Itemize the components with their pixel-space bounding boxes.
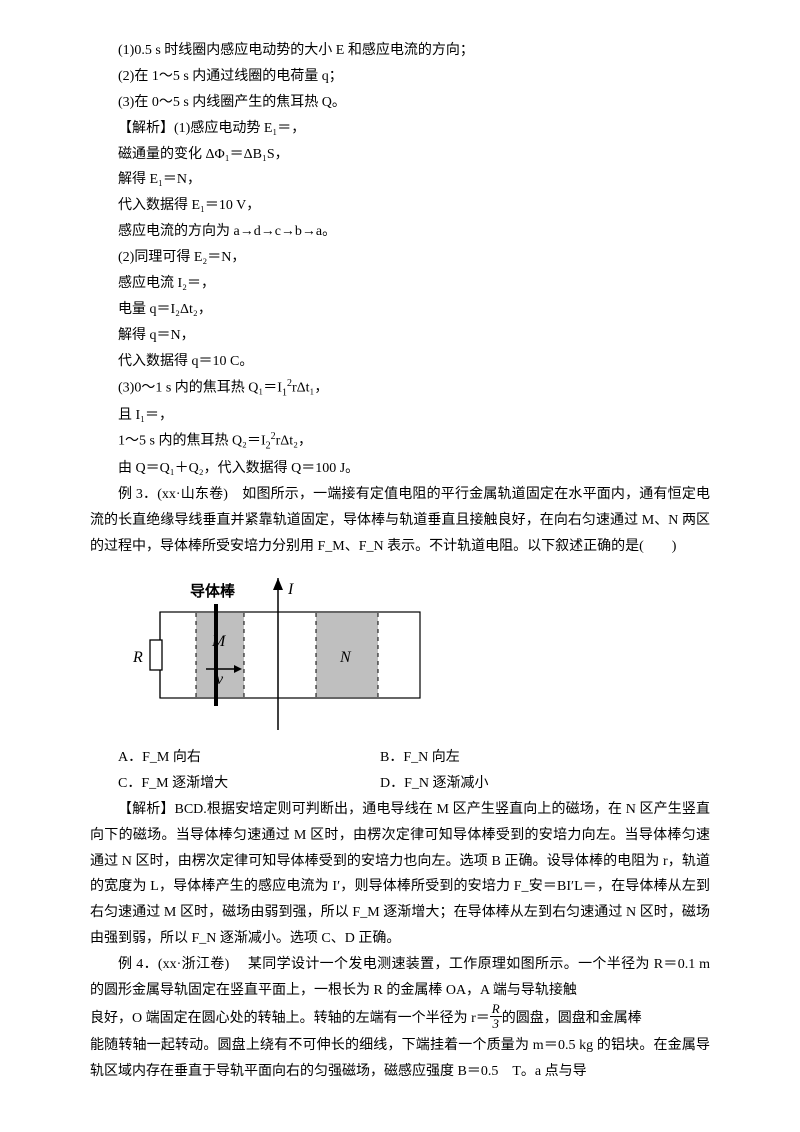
line-14b: rΔt₁， xyxy=(292,380,328,395)
frac-num: R xyxy=(490,1002,502,1017)
line-14a: (3)0～1 s 内的焦耳热 Q₁＝I xyxy=(118,380,282,395)
svg-text:N: N xyxy=(339,649,352,666)
sup-22b: 2 xyxy=(266,441,271,452)
example-3: 例 3．(xx·山东卷) 如图所示，一端接有定值电阻的平行金属轨道固定在水平面内… xyxy=(90,482,710,560)
opt-a: A．F_M 向右 xyxy=(90,745,380,771)
line-16: 1～5 s 内的焦耳热 Q₂＝I22rΔt₂， xyxy=(90,428,710,456)
line-15: 且 I₁＝， xyxy=(90,403,710,429)
example-4a: 例 4．(xx·浙江卷) 某同学设计一个发电测速装置，工作原理如图所示。一个半径… xyxy=(90,952,710,1004)
line-7: 代入数据得 E₁＝10 V， xyxy=(90,193,710,219)
diagram-svg: I 导体棒 M Nv R xyxy=(118,570,428,735)
line-16a: 1～5 s 内的焦耳热 Q₂＝I xyxy=(118,434,266,449)
svg-text:v: v xyxy=(216,671,224,688)
example-4c: 能随转轴一起转动。圆盘上绕有不可伸长的细线，下端挂着一个质量为 m＝0.5 kg… xyxy=(90,1033,710,1085)
line-4: 【解析】(1)感应电动势 E₁＝， xyxy=(90,116,710,142)
line-3: (3)在 0～5 s 内线圈产生的焦耳热 Q。 xyxy=(90,90,710,116)
line-5: 磁通量的变化 ΔΦ₁＝ΔB₁S， xyxy=(90,142,710,168)
opt-c: C．F_M 逐渐增大 xyxy=(90,771,380,797)
diagram-circuit: I 导体棒 M Nv R xyxy=(118,570,710,735)
line-10: 感应电流 I₂＝， xyxy=(90,271,710,297)
line-2: (2)在 1～5 s 内通过线圈的电荷量 q； xyxy=(90,64,710,90)
line-6: 解得 E₁＝N， xyxy=(90,167,710,193)
line-16b: rΔt₂， xyxy=(276,434,312,449)
opt-b: B．F_N 向左 xyxy=(380,745,670,771)
svg-text:R: R xyxy=(132,649,143,666)
line-12: 解得 q＝N， xyxy=(90,323,710,349)
svg-text:导体棒: 导体棒 xyxy=(190,582,236,600)
options-row-2: C．F_M 逐渐增大 D．F_N 逐渐减小 xyxy=(90,771,710,797)
ex4b-2: 的圆盘，圆盘和金属棒 xyxy=(502,1011,642,1026)
opt-d: D．F_N 逐渐减小 xyxy=(380,771,670,797)
line-1: (1)0.5 s 时线圈内感应电动势的大小 E 和感应电流的方向； xyxy=(90,38,710,64)
line-8: 感应电流的方向为 a→d→c→b→a。 xyxy=(90,219,710,245)
fraction-r3: R3 xyxy=(490,1002,502,1032)
line-11: 电量 q＝I₂Δt₂， xyxy=(90,297,710,323)
ex4b-1: 良好，O 端固定在圆心处的转轴上。转轴的左端有一个半径为 r＝ xyxy=(90,1011,490,1026)
example-4b: 良好，O 端固定在圆心处的转轴上。转轴的左端有一个半径为 r＝R3的圆盘，圆盘和… xyxy=(90,1004,710,1034)
svg-text:I: I xyxy=(287,581,294,598)
line-13: 代入数据得 q＝10 C。 xyxy=(90,349,710,375)
frac-den: 3 xyxy=(490,1017,502,1031)
analysis-3: 【解析】BCD.根据安培定则可判断出，通电导线在 M 区产生竖直向上的磁场，在 … xyxy=(90,797,710,952)
options-row-1: A．F_M 向右 B．F_N 向左 xyxy=(90,745,710,771)
line-9: (2)同理可得 E₂＝N， xyxy=(90,245,710,271)
line-14: (3)0～1 s 内的焦耳热 Q₁＝I12rΔt₁， xyxy=(90,375,710,403)
svg-text:M: M xyxy=(211,633,227,650)
line-17: 由 Q＝Q₁＋Q₂，代入数据得 Q＝100 J。 xyxy=(90,456,710,482)
